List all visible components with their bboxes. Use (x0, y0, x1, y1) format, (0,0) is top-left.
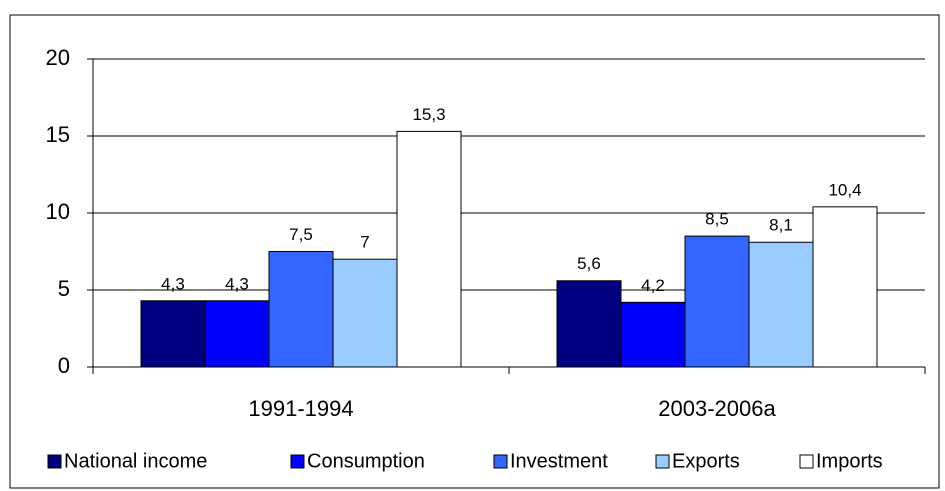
bar (140, 300, 206, 368)
bar (620, 301, 686, 368)
legend-label: Investment (510, 450, 608, 472)
bar (556, 280, 622, 368)
legend-swatch (799, 454, 814, 469)
legend-label: Consumption (307, 450, 425, 472)
x-tick-label: 2003-2006a (658, 396, 776, 421)
y-tick-label: 5 (58, 276, 70, 301)
value-label: 4,3 (225, 274, 249, 293)
value-label: 7,5 (289, 225, 313, 244)
bar (812, 206, 878, 368)
legend-swatch (493, 454, 508, 469)
y-tick-label: 10 (46, 199, 70, 224)
legend-label: Exports (672, 450, 740, 472)
bar (268, 251, 334, 368)
bar (204, 300, 270, 368)
legend-label: National income (64, 450, 207, 472)
x-tick-label: 1991-1994 (248, 396, 353, 421)
y-tick-label: 20 (46, 45, 70, 70)
value-label: 5,6 (577, 254, 601, 273)
value-label: 4,2 (641, 276, 665, 295)
legend-swatch (47, 454, 62, 469)
value-label: 15,3 (412, 105, 445, 124)
bar (396, 130, 462, 368)
value-label: 7 (360, 233, 369, 252)
value-label: 10,4 (828, 180, 861, 199)
value-label: 8,5 (705, 210, 729, 229)
bar (332, 258, 398, 368)
legend-swatch (655, 454, 670, 469)
legend-swatch (290, 454, 305, 469)
y-tick-label: 0 (58, 353, 70, 378)
value-label: 8,1 (769, 216, 793, 235)
value-label: 4,3 (161, 274, 185, 293)
bar (748, 241, 814, 368)
legend-label: Imports (816, 450, 883, 472)
y-tick-label: 15 (46, 122, 70, 147)
bar (684, 235, 750, 368)
